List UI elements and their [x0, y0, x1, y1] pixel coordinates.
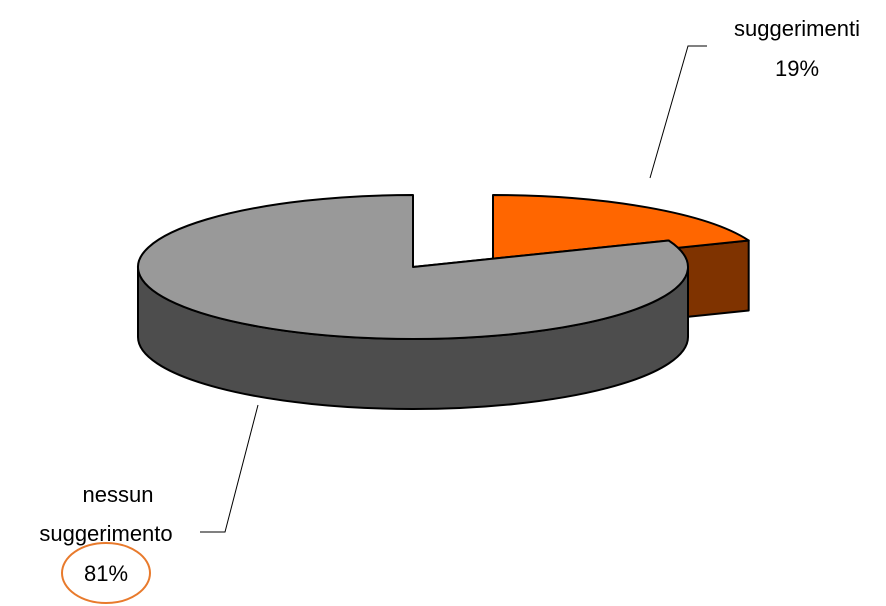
label-nessun: nessun: [83, 482, 154, 507]
highlight-circle: [61, 542, 151, 604]
label-suggerimento: suggerimento: [39, 521, 172, 546]
label-suggerimenti-percent: 19%: [775, 56, 819, 81]
label-suggerimenti: suggerimenti: [734, 16, 860, 41]
leader-line-suggerimenti: [649, 45, 707, 179]
slices-layer: [137, 194, 750, 410]
slice-nessun-suggerimento: [137, 194, 689, 340]
label-nessun-suggerimento-percent: 81%: [84, 561, 128, 586]
slice-suggerimenti: [492, 194, 750, 268]
leader-line-nessun-suggerimento: [200, 404, 259, 533]
